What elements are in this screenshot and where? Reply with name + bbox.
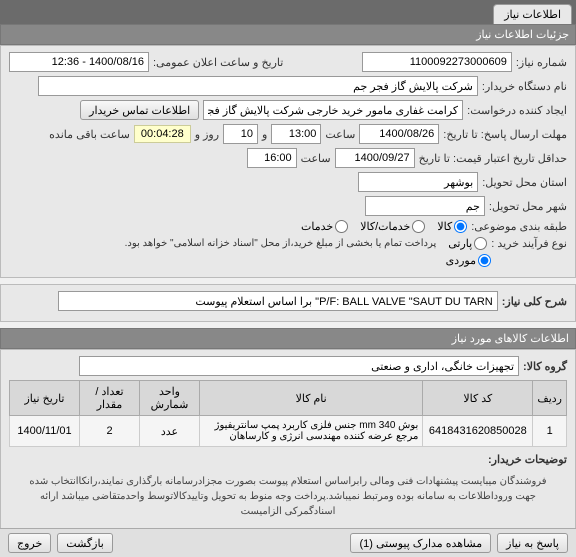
radio-service-goods-label: خدمات/کالا: [360, 220, 410, 233]
radio-partial-label: پارتی: [448, 237, 472, 250]
radio-service[interactable]: خدمات: [301, 220, 348, 233]
th-qty: تعداد / مقدار: [80, 381, 140, 416]
response-time-field: [271, 124, 321, 144]
th-unit: واحد شمارش: [140, 381, 200, 416]
validity-date-field: [335, 148, 415, 168]
return-button[interactable]: بازگشت: [57, 533, 113, 553]
notes-text: فروشندگان میبایست پیشنهادات فنی ومالی را…: [9, 470, 567, 523]
cell-name: بوش mm 340 جنس فلزی کاربرد پمپ سانتریفیو…: [200, 416, 423, 447]
goods-table: ردیف کد کالا نام کالا واحد شمارش تعداد /…: [9, 380, 567, 447]
main-panel: شماره نیاز: تاریخ و ساعت اعلان عمومی: نا…: [0, 45, 576, 278]
desc-label: شرح کلی نیاز:: [502, 295, 567, 308]
tab-bar: اطلاعات نیاز: [0, 0, 576, 24]
group-label: گروه کالا:: [523, 360, 567, 373]
delivery-city-label: شهر محل تحویل:: [489, 200, 567, 213]
time-label-2: ساعت: [301, 152, 331, 165]
description-box: شرح کلی نیاز:: [0, 284, 576, 322]
validity-time-field: [247, 148, 297, 168]
radio-goods[interactable]: کالا: [437, 220, 467, 233]
countdown-timer: 00:04:28: [134, 125, 191, 143]
validity-label: حداقل تاریخ اعتبار قیمت: تا تاریخ: [419, 152, 567, 165]
contact-buyer-button[interactable]: اطلاعات تماس خریدار: [80, 100, 199, 120]
cell-date: 1400/11/01: [10, 416, 80, 447]
radio-spot-label: موردی: [446, 254, 476, 267]
radio-spot[interactable]: موردی: [446, 254, 491, 267]
buyer-org-field: [38, 76, 478, 96]
process-note: پرداخت تمام یا بخشی از مبلغ خرید،از محل …: [125, 238, 437, 249]
attachments-button[interactable]: مشاهده مدارک پیوستی (1): [350, 533, 491, 553]
radio-partial-input[interactable]: [474, 237, 487, 250]
need-number-label: شماره نیاز:: [516, 56, 567, 69]
desc-field: [58, 291, 498, 311]
radio-spot-input[interactable]: [478, 254, 491, 267]
response-deadline-label: مهلت ارسال پاسخ: تا تاریخ:: [443, 128, 567, 141]
radio-partial[interactable]: پارتی: [448, 237, 487, 250]
cell-row: 1: [533, 416, 567, 447]
response-date-field: [359, 124, 439, 144]
requester-label: ایجاد کننده درخواست:: [467, 104, 567, 117]
buyer-org-label: نام دستگاه خریدار:: [482, 80, 567, 93]
delivery-loc-label: استان محل تحویل:: [482, 176, 567, 189]
category-label: طبقه بندی موضوعی:: [471, 220, 567, 233]
remain-label: ساعت باقی مانده: [49, 128, 130, 141]
exit-button[interactable]: خروج: [8, 533, 51, 553]
radio-service-goods[interactable]: خدمات/کالا: [360, 220, 425, 233]
notes-label: توضیحات خریدار:: [488, 453, 567, 466]
radio-service-input[interactable]: [335, 220, 348, 233]
th-date: تاریخ نیاز: [10, 381, 80, 416]
days-field: [223, 124, 258, 144]
radio-goods-input[interactable]: [454, 220, 467, 233]
th-name: نام کالا: [200, 381, 423, 416]
panel-header: جزئیات اطلاعات نیاز: [0, 24, 576, 45]
table-header-row: ردیف کد کالا نام کالا واحد شمارش تعداد /…: [10, 381, 567, 416]
cell-unit: عدد: [140, 416, 200, 447]
time-label-1: ساعت: [325, 128, 355, 141]
need-number-field: [362, 52, 512, 72]
announce-label: تاریخ و ساعت اعلان عمومی:: [153, 56, 283, 69]
group-field: [79, 356, 519, 376]
delivery-loc-field: [358, 172, 478, 192]
cell-code: 6418431620850028: [423, 416, 533, 447]
radio-service-goods-input[interactable]: [412, 220, 425, 233]
goods-header: اطلاعات کالاهای مورد نیاز: [0, 328, 576, 349]
bottom-bar: پاسخ به نیاز مشاهده مدارک پیوستی (1) باز…: [0, 528, 576, 557]
radio-goods-label: کالا: [437, 220, 452, 233]
table-row[interactable]: 1 6418431620850028 بوش mm 340 جنس فلزی ک…: [10, 416, 567, 447]
radio-service-label: خدمات: [301, 220, 333, 233]
th-code: کد کالا: [423, 381, 533, 416]
goods-panel: گروه کالا: ردیف کد کالا نام کالا واحد شم…: [0, 349, 576, 534]
days-label: روز و: [195, 128, 219, 141]
process-label: نوع فرآیند خرید :: [491, 237, 567, 250]
and-label: و: [262, 128, 267, 141]
delivery-city-field: [365, 196, 485, 216]
announce-field: [9, 52, 149, 72]
requester-field: [203, 100, 463, 120]
th-row: ردیف: [533, 381, 567, 416]
cell-qty: 2: [80, 416, 140, 447]
tab-info[interactable]: اطلاعات نیاز: [493, 4, 572, 24]
reply-button[interactable]: پاسخ به نیاز: [497, 533, 568, 553]
